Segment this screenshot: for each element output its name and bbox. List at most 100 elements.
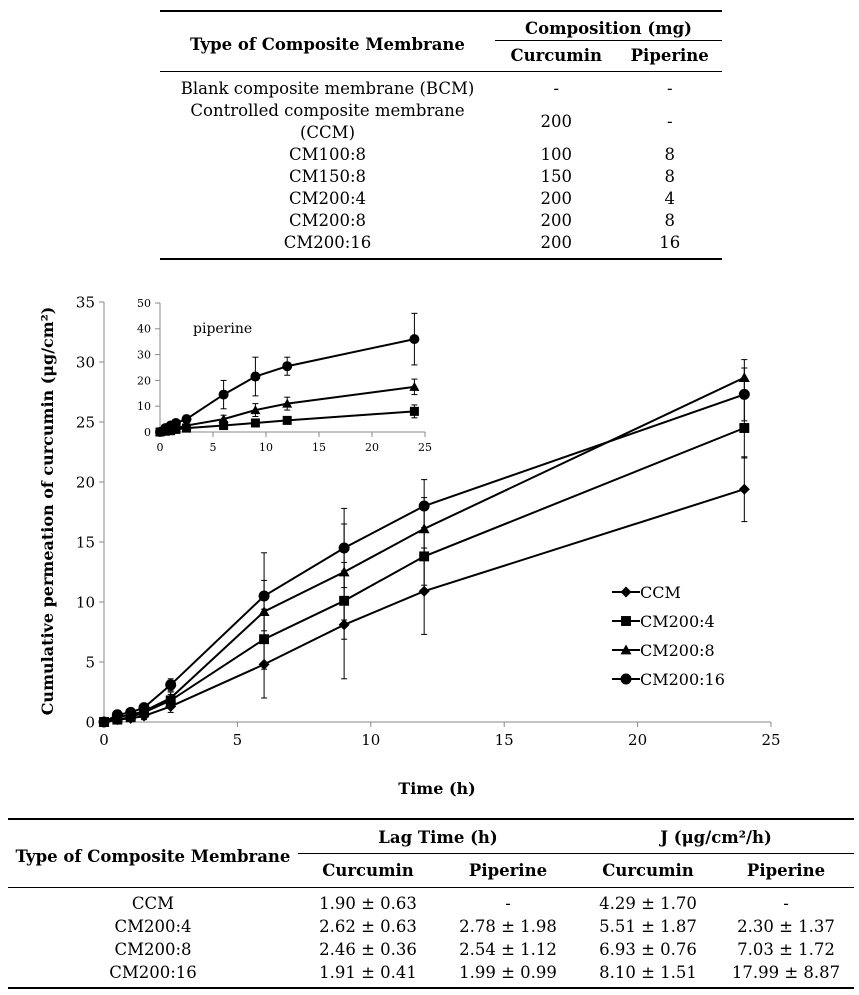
membrane-name: CM100:8 bbox=[288, 144, 367, 164]
legend-marker bbox=[620, 673, 632, 685]
flux-piperine: 2.30 ± 1.37 bbox=[737, 916, 835, 936]
curcumin-mg: 200 bbox=[540, 232, 572, 252]
flux-piperine: - bbox=[783, 893, 789, 913]
y-tick-label: 40 bbox=[137, 323, 151, 336]
x-tick-label: 10 bbox=[259, 441, 273, 454]
curcumin-mg: 200 bbox=[540, 210, 572, 230]
flux-piperine: 17.99 ± 8.87 bbox=[731, 962, 841, 982]
table-row: CM200:4 2.62 ± 0.63 2.78 ± 1.98 5.51 ± 1… bbox=[8, 915, 854, 938]
curcumin-mg: - bbox=[553, 78, 560, 98]
data-point bbox=[111, 709, 123, 721]
main-plot: 0 5 10 15 20 25 30 35 0 5 10 15 20 25 CCM CM200:4 CM200:… bbox=[76, 293, 781, 749]
y-tick-label: 25 bbox=[76, 413, 95, 431]
table-row: CM150:8 150 8 bbox=[160, 166, 722, 188]
membrane-name: CM150:8 bbox=[288, 166, 367, 186]
x-tick-label: 20 bbox=[365, 441, 379, 454]
header-membrane-type: Type of Composite Membrane bbox=[8, 819, 298, 888]
header-curcumin: Curcumin bbox=[510, 46, 603, 65]
data-point bbox=[739, 423, 750, 433]
data-point bbox=[282, 361, 293, 372]
curcumin-mg: 200 bbox=[540, 188, 572, 208]
table-row: Blank composite membrane (BCM) - - bbox=[160, 78, 722, 100]
table-row: CCM 1.90 ± 0.63 - 4.29 ± 1.70 - bbox=[8, 892, 854, 915]
data-point bbox=[218, 389, 229, 400]
header-lag-piperine: Piperine bbox=[468, 861, 548, 880]
curcumin-mg: 150 bbox=[540, 166, 572, 186]
x-tick-label: 5 bbox=[210, 441, 217, 454]
data-point bbox=[258, 590, 270, 602]
membrane-name: Controlled composite membrane (CCM) bbox=[160, 100, 495, 144]
legend-marker bbox=[620, 644, 632, 655]
y-tick-label: 10 bbox=[76, 593, 95, 611]
y-tick-label: 20 bbox=[137, 374, 151, 387]
membrane-name: CCM bbox=[131, 893, 175, 913]
x-tick-label: 10 bbox=[361, 731, 380, 749]
x-tick-label: 15 bbox=[312, 441, 326, 454]
flux-piperine: 7.03 ± 1.72 bbox=[737, 939, 835, 959]
data-point bbox=[250, 405, 261, 415]
membrane-name: CM200:16 bbox=[283, 232, 372, 252]
composition-table: Type of Composite Membrane Composition (… bbox=[160, 10, 722, 260]
y-tick-label: 30 bbox=[76, 353, 95, 371]
y-tick-label: 50 bbox=[137, 297, 151, 310]
x-axis-label: Time (h) bbox=[398, 779, 475, 798]
legend-label: CM200:4 bbox=[640, 612, 715, 631]
data-point bbox=[125, 706, 137, 718]
lag-curcumin: 1.90 ± 0.63 bbox=[319, 893, 417, 913]
lag-piperine: 2.54 ± 1.12 bbox=[459, 939, 557, 959]
x-tick-label: 0 bbox=[99, 731, 109, 749]
header-lag-curcumin: Curcumin bbox=[322, 861, 414, 880]
permeation-chart: 0 5 10 15 20 25 30 35 0 5 10 15 20 25 CCM CM200:4 CM200:… bbox=[38, 293, 781, 798]
flux-curcumin: 5.51 ± 1.87 bbox=[599, 916, 697, 936]
table-row: CM200:8 200 8 bbox=[160, 210, 722, 232]
data-point bbox=[138, 702, 150, 714]
y-tick-label: 35 bbox=[76, 293, 95, 311]
data-point bbox=[282, 398, 293, 408]
curcumin-mg: 100 bbox=[540, 144, 572, 164]
legend-marker bbox=[621, 616, 631, 626]
data-point bbox=[170, 417, 181, 428]
flux-curcumin: 6.93 ± 0.76 bbox=[599, 939, 697, 959]
table-row: CM200:16 200 16 bbox=[160, 232, 722, 259]
piperine-mg: - bbox=[666, 111, 673, 131]
data-point bbox=[738, 483, 750, 495]
lag-curcumin: 2.62 ± 0.63 bbox=[319, 916, 417, 936]
curcumin-mg: 200 bbox=[540, 111, 572, 131]
flux-curcumin: 4.29 ± 1.70 bbox=[599, 893, 697, 913]
y-tick-label: 10 bbox=[137, 400, 151, 413]
legend-label: CM200:16 bbox=[640, 670, 725, 689]
x-tick-label: 25 bbox=[761, 731, 780, 749]
membrane-name: CM200:4 bbox=[288, 188, 367, 208]
x-tick-label: 0 bbox=[157, 441, 164, 454]
y-tick-label: 0 bbox=[144, 426, 151, 439]
header-j-curcumin: Curcumin bbox=[602, 861, 694, 880]
data-point bbox=[219, 421, 229, 431]
membrane-name: CM200:4 bbox=[114, 916, 192, 936]
data-point bbox=[181, 414, 192, 425]
data-point bbox=[250, 418, 260, 428]
membrane-name: CM200:8 bbox=[114, 939, 192, 959]
y-tick-label: 20 bbox=[76, 473, 95, 491]
piperine-mg: 8 bbox=[664, 144, 675, 164]
data-point bbox=[181, 420, 192, 430]
membrane-name-text: Controlled composite membrane (CCM) bbox=[190, 100, 465, 142]
legend-label: CCM bbox=[640, 583, 681, 602]
x-tick-label: 25 bbox=[418, 441, 432, 454]
data-point bbox=[418, 500, 430, 512]
x-tick-label: 20 bbox=[628, 731, 647, 749]
inset-plot: 0 10 20 30 40 50 0 5 10 15 20 25 bbox=[137, 297, 432, 454]
flux-curcumin: 8.10 ± 1.51 bbox=[599, 962, 697, 982]
legend: CCM CM200:4 CM200:8 CM200:16 bbox=[612, 583, 725, 689]
inset-title: piperine bbox=[193, 321, 252, 337]
piperine-mg: 8 bbox=[664, 210, 675, 230]
y-tick-label: 5 bbox=[85, 653, 95, 671]
x-tick-label: 15 bbox=[495, 731, 514, 749]
y-axis-label: Cumulative permeation of curcumin (μg/cm… bbox=[38, 307, 57, 716]
header-lag-time: Lag Time (h) bbox=[298, 819, 578, 854]
y-tick-label: 15 bbox=[76, 533, 95, 551]
table-row: CM200:16 1.91 ± 0.41 1.99 ± 0.99 8.10 ± … bbox=[8, 961, 854, 988]
lag-piperine: 1.99 ± 0.99 bbox=[459, 962, 557, 982]
x-tick-label: 5 bbox=[233, 731, 243, 749]
data-point bbox=[409, 406, 419, 416]
data-point bbox=[738, 388, 750, 400]
